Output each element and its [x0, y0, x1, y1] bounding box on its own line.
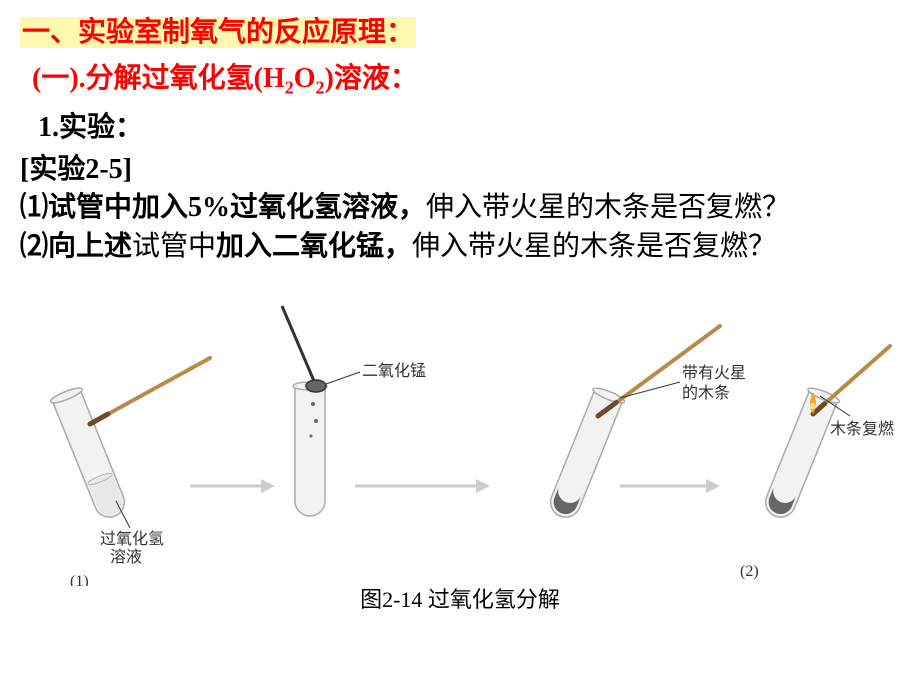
line2-mid: O — [294, 63, 316, 94]
q2-part-a: ⑵向上述 — [20, 231, 132, 262]
line2-sub2: 2 — [316, 78, 325, 98]
svg-text:木条复燃: 木条复燃 — [830, 420, 894, 438]
svg-text:(1): (1) — [70, 573, 89, 586]
figure-caption: 图2-14 过氧化氢分解 — [20, 582, 900, 614]
svg-text:溶液: 溶液 — [110, 548, 142, 566]
heading-line-3: 1.实验： — [38, 105, 900, 145]
svg-text:二氧化锰: 二氧化锰 — [362, 362, 426, 380]
q1-part-b: 伸入带火星的木条是否复燃？ — [426, 192, 790, 223]
q2-part-b: 试管中 — [132, 231, 216, 262]
svg-text:(2): (2) — [740, 563, 759, 580]
experiment-label: [实验2-5] — [20, 147, 900, 187]
heading-line-1: 一、实验室制氧气的反应原理： — [20, 10, 900, 50]
svg-text:的木条: 的木条 — [682, 384, 730, 402]
question-2: ⑵向上述试管中加入二氧化锰，伸入带火星的木条是否复燃？ — [20, 228, 900, 266]
diagram-svg: 过氧化氢溶液 (1) 二氧化锰 带有火星的木条木条复燃 (2) — [20, 286, 900, 586]
line2-sub1: 2 — [285, 78, 294, 98]
heading-line-2: (一).分解过氧化氢(H2O2)溶液： — [32, 56, 900, 99]
line2-prefix: (一).分解过氧化氢(H — [32, 63, 285, 94]
question-1: ⑴试管中加入5%过氧化氢溶液，伸入带火星的木条是否复燃？ — [20, 189, 900, 227]
svg-text:过氧化氢: 过氧化氢 — [100, 530, 164, 548]
heading-highlight: 一、实验室制氧气的反应原理： — [20, 17, 416, 48]
q2-part-c: 加入二氧化锰， — [216, 231, 412, 262]
line2-suffix: )溶液： — [325, 63, 418, 94]
q2-part-d: 伸入带火星的木条是否复燃？ — [412, 231, 776, 262]
svg-text:带有火星: 带有火星 — [682, 364, 746, 382]
diagram-container: 过氧化氢溶液 (1) 二氧化锰 带有火星的木条木条复燃 (2) — [20, 286, 900, 586]
q1-part-a: ⑴试管中加入5%过氧化氢溶液， — [20, 192, 426, 223]
